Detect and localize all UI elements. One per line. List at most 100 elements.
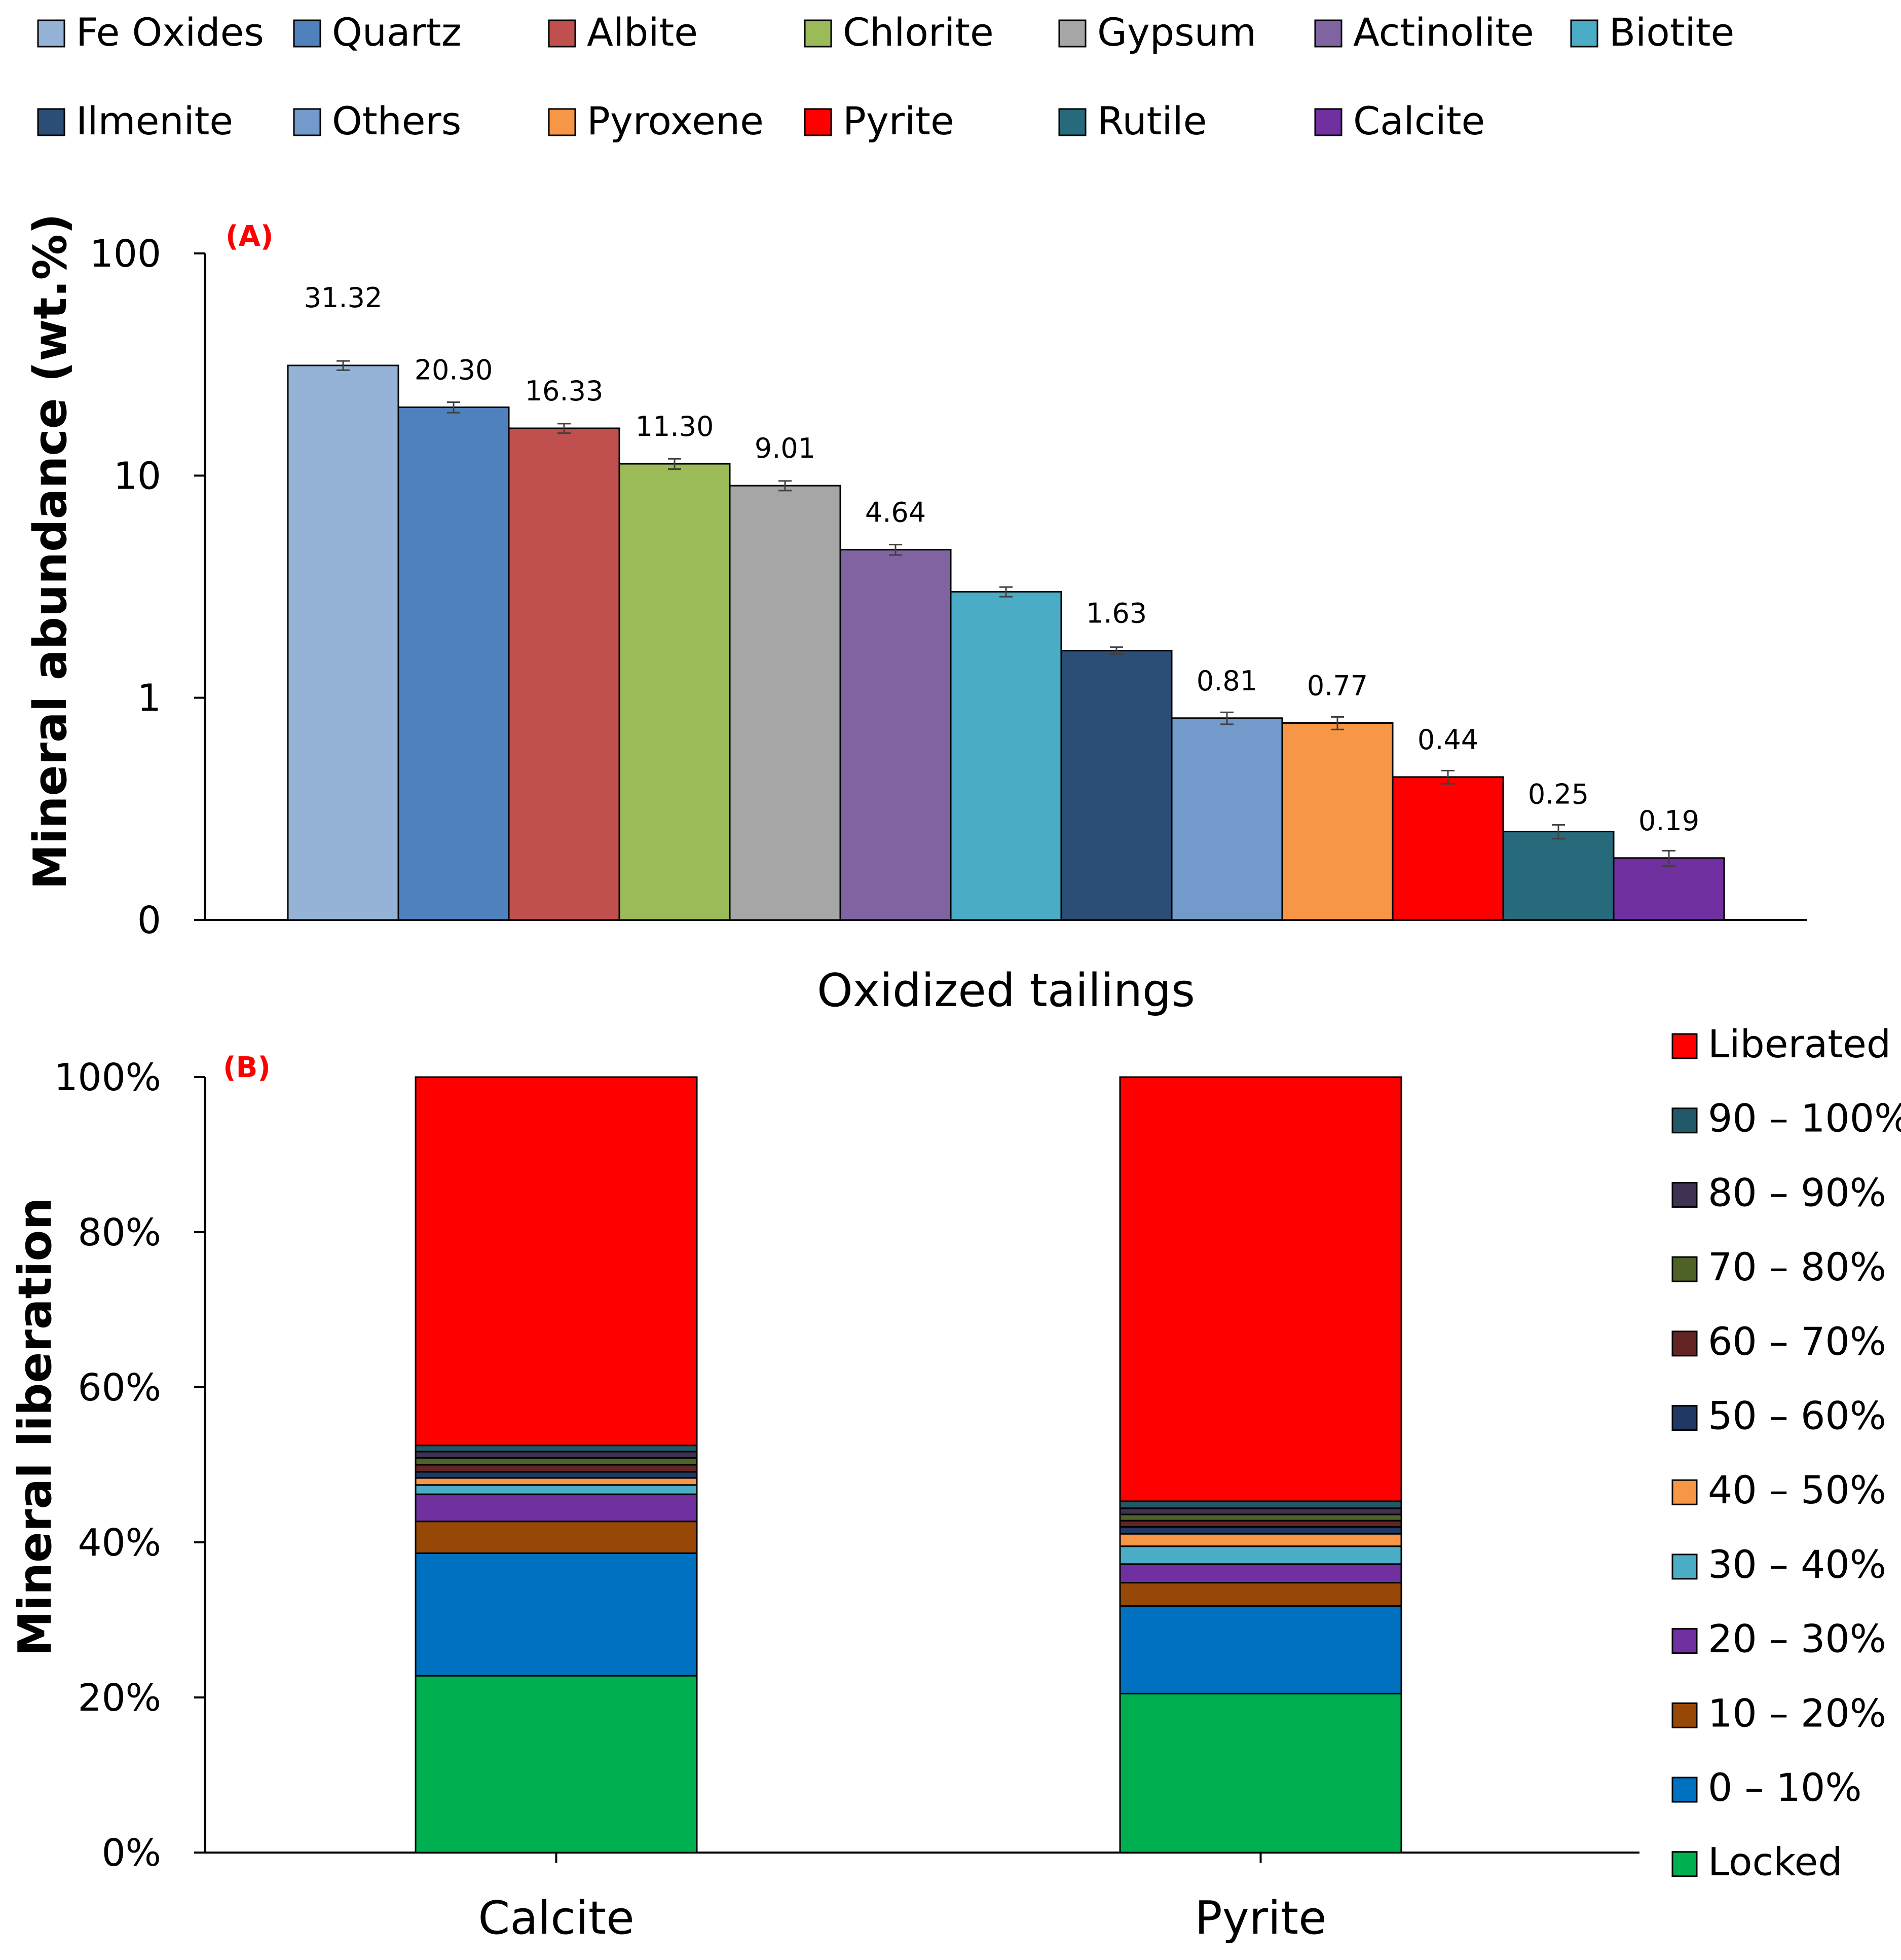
legend-swatch-40-50 bbox=[1671, 1479, 1698, 1505]
y-tick-label: 10 bbox=[114, 454, 161, 498]
legend-label-20-30: 20 – 30% bbox=[1708, 1616, 1886, 1661]
data-label-rutile: 0.25 bbox=[1528, 779, 1589, 810]
segment-pyrite-40-50 bbox=[1119, 1533, 1402, 1547]
data-label-pyrite: 0.44 bbox=[1418, 724, 1478, 756]
data-label-calcite: 0.19 bbox=[1638, 805, 1699, 837]
bar-fe-oxides bbox=[287, 364, 399, 921]
data-label-gypsum: 9.01 bbox=[755, 432, 815, 464]
legend-swatch-0-10 bbox=[1671, 1777, 1698, 1803]
panel-a-label: (A) bbox=[226, 220, 274, 253]
chart-panel-b: (B) Mineral liberation 0% 20% 40% 60% 80% 100… bbox=[9, 1021, 1901, 1945]
legend-swatch-fe-oxides bbox=[37, 19, 65, 48]
segment-pyrite-60-70 bbox=[1119, 1520, 1402, 1528]
segment-pyrite-50-60 bbox=[1119, 1526, 1402, 1535]
data-label-albite: 16.33 bbox=[525, 375, 604, 407]
data-label-quartz: 20.30 bbox=[415, 354, 493, 386]
segment-calcite-80-90 bbox=[415, 1451, 698, 1459]
panel-b-y-axis-title: Mineral liberation bbox=[9, 1198, 62, 1656]
segment-pyrite-80-90 bbox=[1119, 1507, 1402, 1515]
y-tick-label: 20% bbox=[78, 1676, 161, 1720]
x-tick-label-pyrite: Pyrite bbox=[1195, 1892, 1326, 1945]
segment-calcite-locked bbox=[415, 1675, 698, 1854]
legend-swatch-90-100 bbox=[1671, 1107, 1698, 1134]
segment-calcite-liberated bbox=[415, 1076, 698, 1447]
legend-swatch-calcite bbox=[1314, 108, 1343, 136]
bar-quartz bbox=[397, 406, 510, 921]
bar-rutile bbox=[1502, 831, 1615, 921]
legend-label-albite: Albite bbox=[587, 10, 698, 55]
legend-swatch-liberated bbox=[1671, 1033, 1698, 1059]
y-tick-label: 1 bbox=[137, 677, 161, 720]
data-label-chlorite: 11.30 bbox=[636, 411, 714, 442]
legend-swatch-10-20 bbox=[1671, 1702, 1698, 1728]
segment-pyrite-70-80 bbox=[1119, 1513, 1402, 1522]
data-label-ilmenite: 1.63 bbox=[1086, 598, 1147, 630]
legend-swatch-30-40 bbox=[1671, 1554, 1698, 1580]
bar-ilmenite bbox=[1060, 650, 1173, 921]
legend-label-0-10: 0 – 10% bbox=[1708, 1765, 1862, 1810]
segment-calcite-30-40 bbox=[415, 1484, 698, 1495]
legend-swatch-60-70 bbox=[1671, 1330, 1698, 1357]
segment-calcite-40-50 bbox=[415, 1477, 698, 1486]
y-tick-label: 40% bbox=[78, 1521, 161, 1565]
y-tick-label: 60% bbox=[78, 1366, 161, 1410]
segment-pyrite-90-100 bbox=[1119, 1500, 1402, 1509]
legend-swatch-others bbox=[293, 108, 321, 136]
legend-swatch-locked bbox=[1671, 1851, 1698, 1877]
segment-calcite-90-100 bbox=[415, 1445, 698, 1453]
data-label-pyroxene: 0.77 bbox=[1307, 670, 1368, 701]
segment-pyrite-0-10 bbox=[1119, 1605, 1402, 1694]
legend-label-rutile: Rutile bbox=[1097, 98, 1207, 143]
legend-swatch-albite bbox=[548, 19, 576, 48]
legend-label-biotite: Biotite bbox=[1609, 10, 1734, 55]
segment-calcite-0-10 bbox=[415, 1552, 698, 1677]
legend-label-calcite: Calcite bbox=[1353, 98, 1485, 143]
legend-swatch-50-60 bbox=[1671, 1405, 1698, 1431]
legend-label-actinolite: Actinolite bbox=[1353, 10, 1534, 55]
legend-panel-a: Fe Oxides Quartz Albite Chlorite Gypsum Actin… bbox=[37, 10, 1734, 143]
segment-pyrite-10-20 bbox=[1119, 1582, 1402, 1607]
segment-pyrite-locked bbox=[1119, 1692, 1402, 1854]
bar-actinolite bbox=[839, 549, 952, 921]
legend-label-30-40: 30 – 40% bbox=[1708, 1542, 1886, 1587]
segment-calcite-50-60 bbox=[415, 1471, 698, 1479]
legend-swatch-pyrite bbox=[804, 108, 832, 136]
legend-label-quartz: Quartz bbox=[332, 10, 462, 55]
legend-swatch-actinolite bbox=[1314, 19, 1343, 48]
bar-albite bbox=[508, 427, 620, 921]
bar-pyrite bbox=[1392, 776, 1504, 921]
segment-pyrite-liberated bbox=[1119, 1076, 1402, 1502]
legend-panel-b: Liberated 90 – 100% 80 – 90% 70 – 80% 60 – 7… bbox=[1671, 1021, 1901, 1884]
legend-label-pyroxene: Pyroxene bbox=[587, 98, 764, 143]
y-tick-label: 100% bbox=[54, 1056, 161, 1099]
legend-label-liberated: Liberated bbox=[1708, 1021, 1891, 1066]
segment-pyrite-20-30 bbox=[1119, 1563, 1402, 1584]
legend-swatch-chlorite bbox=[804, 19, 832, 48]
legend-label-10-20: 10 – 20% bbox=[1708, 1690, 1886, 1735]
legend-swatch-ilmenite bbox=[37, 108, 65, 136]
legend-label-fe-oxides: Fe Oxides bbox=[76, 10, 264, 55]
legend-swatch-rutile bbox=[1058, 108, 1087, 136]
legend-label-40-50: 40 – 50% bbox=[1708, 1467, 1886, 1512]
bar-pyroxene bbox=[1281, 722, 1394, 921]
segment-calcite-10-20 bbox=[415, 1521, 698, 1554]
data-label-actinolite: 4.64 bbox=[865, 497, 926, 529]
bar-biotite bbox=[950, 591, 1062, 921]
legend-label-50-60: 50 – 60% bbox=[1708, 1393, 1886, 1438]
bar-chlorite bbox=[618, 463, 731, 921]
legend-swatch-80-90 bbox=[1671, 1181, 1698, 1208]
bar-gypsum bbox=[729, 485, 841, 921]
panel-b-label: (B) bbox=[223, 1051, 271, 1084]
segment-calcite-20-30 bbox=[415, 1493, 698, 1523]
y-tick-label: 0% bbox=[102, 1831, 161, 1875]
panel-b-stacked-bars: Calcite Pyrite bbox=[415, 1076, 1402, 1945]
legend-label-ilmenite: Ilmenite bbox=[76, 98, 233, 143]
y-tick-label: 100 bbox=[90, 232, 161, 276]
bar-calcite bbox=[1613, 857, 1725, 921]
legend-swatch-70-80 bbox=[1671, 1256, 1698, 1282]
legend-label-locked: Locked bbox=[1708, 1839, 1843, 1884]
panel-a-x-axis-title: Oxidized tailings bbox=[817, 964, 1195, 1017]
